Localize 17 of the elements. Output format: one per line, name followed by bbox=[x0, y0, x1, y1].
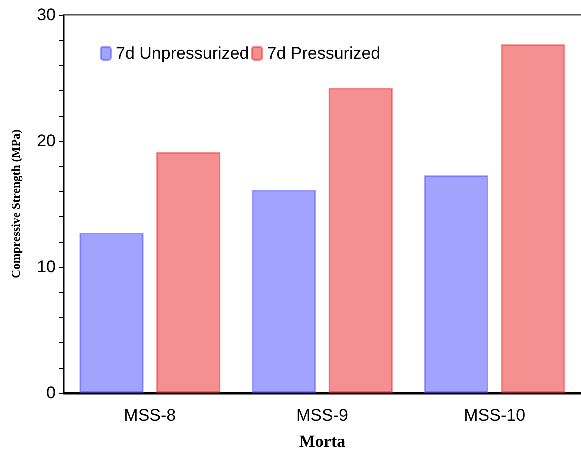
y-tick-label: 30 bbox=[37, 6, 56, 24]
x-tick-label: MSS-9 bbox=[296, 406, 348, 425]
x-tick-label: MSS-8 bbox=[124, 406, 176, 425]
x-axis-title: Morta bbox=[299, 432, 346, 451]
bar bbox=[424, 176, 488, 393]
legend-label: 7d Pressurized bbox=[267, 44, 381, 63]
bar bbox=[501, 44, 566, 393]
y-tick-label: 10 bbox=[37, 258, 56, 276]
legend-label: 7d Unpressurized bbox=[116, 44, 250, 63]
bar bbox=[252, 190, 316, 393]
y-tick-label: 0 bbox=[46, 384, 56, 402]
x-tick-label: MSS-10 bbox=[464, 406, 526, 425]
bar bbox=[80, 232, 144, 393]
y-axis-title: Compressive Strength (MPa) bbox=[9, 130, 23, 278]
bar bbox=[328, 88, 393, 393]
bar bbox=[156, 152, 221, 393]
y-tick-label: 20 bbox=[37, 132, 56, 150]
